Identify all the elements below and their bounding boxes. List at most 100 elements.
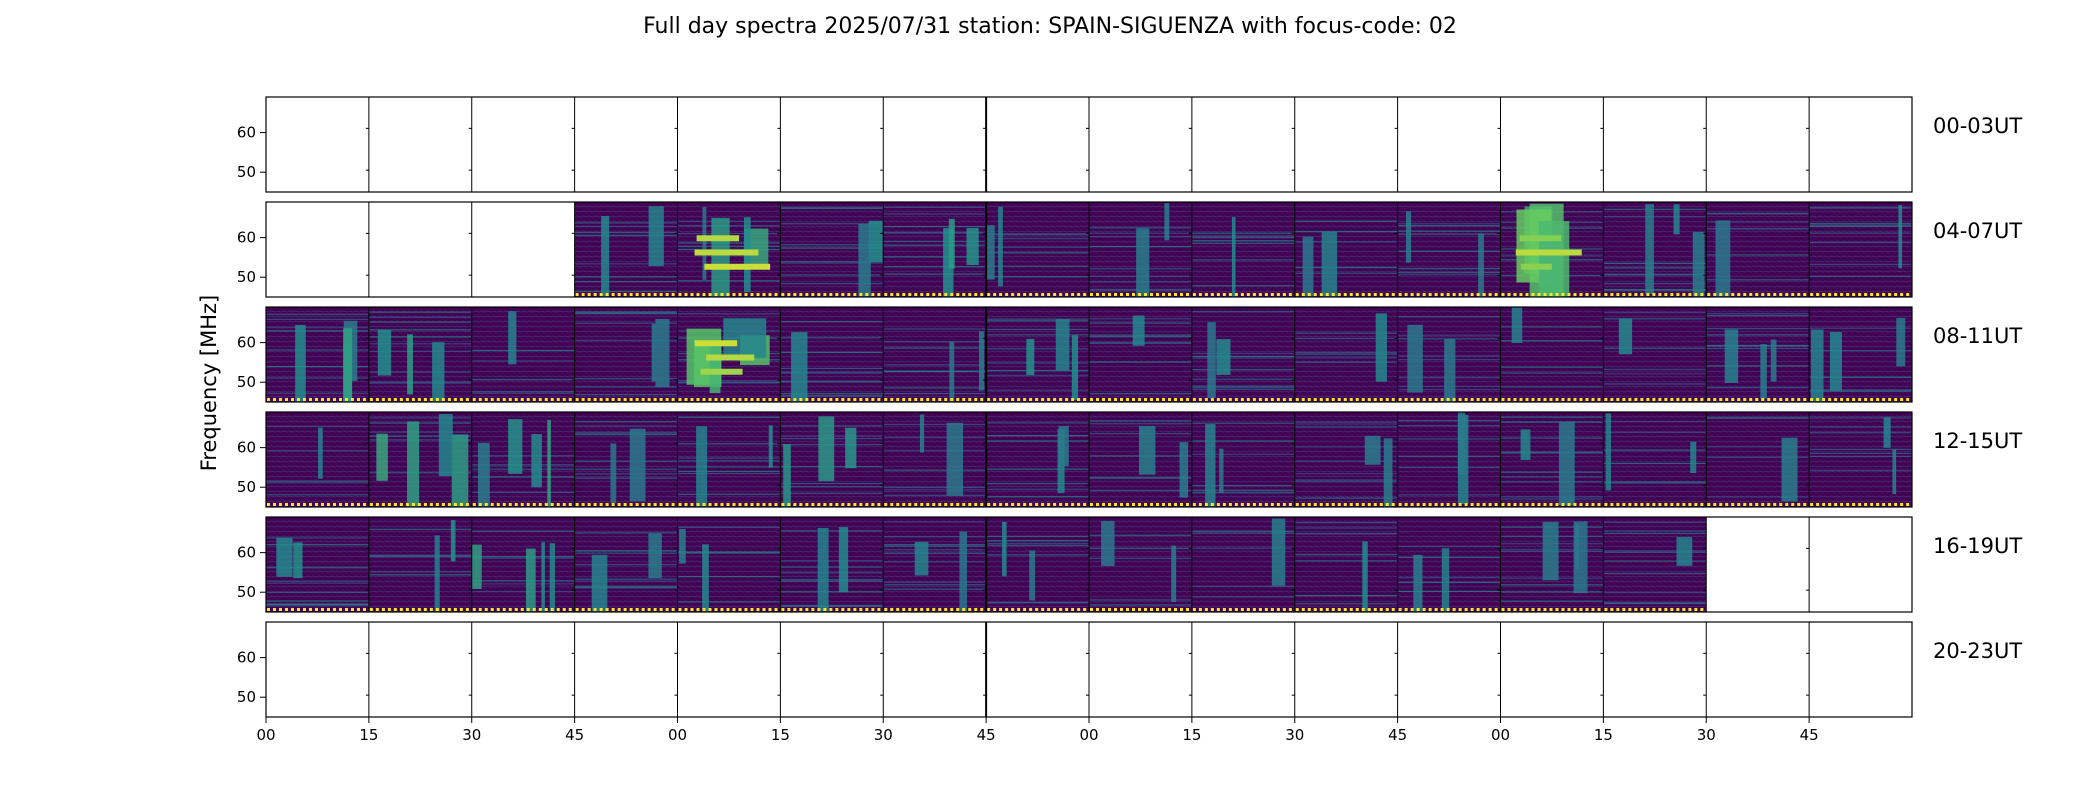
row-label: 20-23UT xyxy=(1933,639,2022,663)
spectrogram-cell xyxy=(1294,412,1398,507)
row-label: 12-15UT xyxy=(1933,429,2022,453)
spectrogram-cell xyxy=(883,307,987,402)
spectrogram-cell xyxy=(780,517,884,612)
x-tick-label: 30 xyxy=(462,726,481,744)
spectrogram-cell xyxy=(986,307,1089,402)
row-frame xyxy=(265,96,1913,193)
y-tick-label: 60 xyxy=(237,649,256,667)
y-tick-label: 50 xyxy=(237,268,256,286)
spectrogram-cell xyxy=(1397,517,1501,612)
x-tick-label: 00 xyxy=(668,726,687,744)
y-tick-label: 50 xyxy=(237,163,256,181)
y-tick-label: 60 xyxy=(237,334,256,352)
x-tick-label: 30 xyxy=(1697,726,1716,744)
spectrogram-cell xyxy=(574,307,678,402)
spectrogram-cell xyxy=(883,202,987,297)
spectrogram-cell xyxy=(677,202,781,297)
x-tick-label: 15 xyxy=(1594,726,1613,744)
spectrogram-cell xyxy=(574,202,678,297)
spectrogram-cell xyxy=(1500,307,1604,402)
spectrogram-cell xyxy=(471,412,575,507)
spectrogram-cell xyxy=(1089,517,1192,612)
spectrogram-cell xyxy=(1089,202,1192,297)
spectrogram-cell xyxy=(1191,202,1295,297)
spectrogram-cell xyxy=(677,412,781,507)
spectrogram-cell xyxy=(1603,517,1707,612)
x-tick-label: 00 xyxy=(1079,726,1098,744)
spectrogram-cell xyxy=(1706,412,1810,507)
spectrogram-cell xyxy=(574,517,678,612)
spectrogram-cell xyxy=(368,412,472,507)
row-label: 04-07UT xyxy=(1933,219,2022,243)
row-frame xyxy=(265,516,1913,613)
spectrogram-cell xyxy=(574,412,678,507)
spectrogram-cell xyxy=(1191,307,1295,402)
y-tick-label: 60 xyxy=(237,229,256,247)
spectrogram-cell xyxy=(1809,202,1912,297)
x-tick-label: 30 xyxy=(874,726,893,744)
spectrogram-cell xyxy=(780,412,884,507)
y-tick-label: 50 xyxy=(237,583,256,601)
row-label: 16-19UT xyxy=(1933,534,2022,558)
spectrogram-cell xyxy=(677,517,781,612)
spectrogram-cell xyxy=(883,412,987,507)
row-label: 08-11UT xyxy=(1933,324,2022,348)
spectrogram-cell xyxy=(1294,517,1398,612)
row-frame xyxy=(265,411,1913,508)
spectrogram-cell xyxy=(1603,307,1707,402)
y-tick-label: 50 xyxy=(237,688,256,706)
spectrogram-cell xyxy=(1397,307,1501,402)
spectra-row: 50 60 12-15UT xyxy=(237,411,2022,508)
spectrogram-cell xyxy=(1706,307,1810,402)
x-tick-label: 15 xyxy=(359,726,378,744)
spectrogram-cell xyxy=(1397,202,1501,297)
x-tick-label: 45 xyxy=(1800,726,1819,744)
y-tick-label: 50 xyxy=(237,373,256,391)
spectra-row: 50 60 16-19UT xyxy=(237,516,2022,613)
spectrogram-cell xyxy=(368,517,472,612)
spectrogram-cell xyxy=(1191,517,1295,612)
x-tick-label: 45 xyxy=(1388,726,1407,744)
spectra-rows: 50 60 00-03UT 50 60 04-07UT 50 60 08-11UT 50 60 12-… xyxy=(237,96,2022,718)
y-tick-label: 60 xyxy=(237,544,256,562)
y-axis-label: Frequency [MHz] xyxy=(197,295,221,471)
spectrogram-cell xyxy=(471,307,575,402)
spectrogram-cell xyxy=(1603,202,1707,297)
spectrogram-cell xyxy=(1500,202,1604,297)
spectrogram-cell xyxy=(986,412,1089,507)
spectrogram-cell xyxy=(471,517,575,612)
x-axis: 00 15 30 45 00 15 30 45 00 15 30 45 00 15 30 45 xyxy=(256,717,1819,744)
spectrogram-cell xyxy=(266,412,369,507)
y-tick-label: 60 xyxy=(237,124,256,142)
spectrogram-cell xyxy=(780,307,884,402)
y-tick-label: 60 xyxy=(237,439,256,457)
x-tick-label: 00 xyxy=(1491,726,1510,744)
spectra-row: 50 60 08-11UT xyxy=(237,306,2022,403)
spectrogram-cell xyxy=(1089,412,1192,507)
x-tick-label: 00 xyxy=(256,726,275,744)
spectrogram-cell xyxy=(1294,307,1398,402)
spectrogram-cell xyxy=(266,517,369,612)
x-tick-label: 15 xyxy=(771,726,790,744)
spectrogram-cell xyxy=(1500,517,1604,612)
x-tick-label: 30 xyxy=(1285,726,1304,744)
spectrogram-cell xyxy=(266,307,369,402)
row-label: 00-03UT xyxy=(1933,114,2022,138)
spectrogram-cell xyxy=(1809,307,1912,402)
spectrogram-cell xyxy=(1397,412,1501,507)
spectrogram-cell xyxy=(1706,202,1810,297)
spectrogram-cell xyxy=(1294,202,1398,297)
spectrogram-cell xyxy=(1603,412,1707,507)
spectrogram-cell xyxy=(368,307,472,402)
chart-title: Full day spectra 2025/07/31 station: SPA… xyxy=(643,14,1457,39)
spectrogram-cell xyxy=(883,517,987,612)
x-tick-label: 45 xyxy=(977,726,996,744)
x-tick-label: 15 xyxy=(1182,726,1201,744)
spectrogram-cell xyxy=(677,307,781,402)
spectrogram-cell xyxy=(1191,412,1295,507)
spectra-row: 50 60 04-07UT xyxy=(237,201,2022,298)
spectra-row: 50 60 00-03UT xyxy=(237,96,2022,193)
spectrogram-cell xyxy=(986,202,1089,297)
spectrogram-cell xyxy=(986,517,1089,612)
